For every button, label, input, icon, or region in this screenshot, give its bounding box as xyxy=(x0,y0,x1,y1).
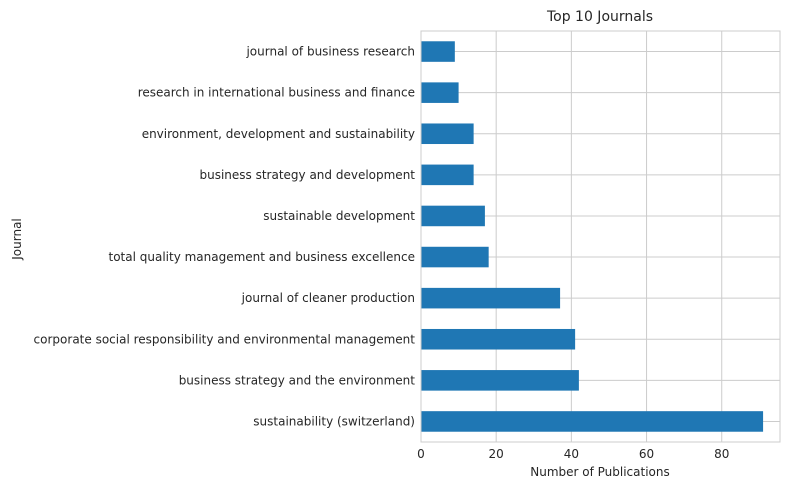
y-tick-label: corporate social responsibility and envi… xyxy=(34,332,416,346)
y-tick-label: total quality management and business ex… xyxy=(108,250,415,264)
y-axis-label: Journal xyxy=(10,218,24,261)
y-tick-label: research in international business and f… xyxy=(138,86,415,100)
x-tick-label: 40 xyxy=(564,447,579,461)
y-tick-label: sustainable development xyxy=(263,209,415,223)
y-tick-label: journal of business research xyxy=(245,45,415,59)
x-tick-labels: 0 20 40 60 80 xyxy=(417,447,729,461)
bars xyxy=(421,41,764,432)
y-tick-label: environment, development and sustainabil… xyxy=(142,127,415,141)
bar xyxy=(421,370,579,391)
bar xyxy=(421,246,489,268)
bar xyxy=(421,287,561,309)
y-tick-label: business strategy and the environment xyxy=(179,373,416,387)
x-tick-label: 80 xyxy=(714,447,729,461)
x-tick-label: 60 xyxy=(639,447,654,461)
plot-frame xyxy=(420,30,781,443)
x-axis-label: Number of Publications xyxy=(530,465,670,479)
bar xyxy=(421,41,455,62)
bar xyxy=(421,205,485,227)
plot-border xyxy=(420,30,781,443)
chart-title: Top 10 Journals xyxy=(546,9,653,25)
x-tick-label: 20 xyxy=(489,447,504,461)
bar xyxy=(421,328,576,350)
y-tick-label: journal of cleaner production xyxy=(241,291,415,305)
y-tick-label: business strategy and development xyxy=(199,168,415,182)
y-tick-label: sustainability (switzerland) xyxy=(253,414,415,428)
x-tick-label: 0 xyxy=(417,447,425,461)
bar xyxy=(421,123,474,145)
bar xyxy=(421,411,764,432)
bar xyxy=(421,164,474,186)
bar xyxy=(421,82,459,103)
y-tick-labels: journal of business research research in … xyxy=(34,45,416,429)
